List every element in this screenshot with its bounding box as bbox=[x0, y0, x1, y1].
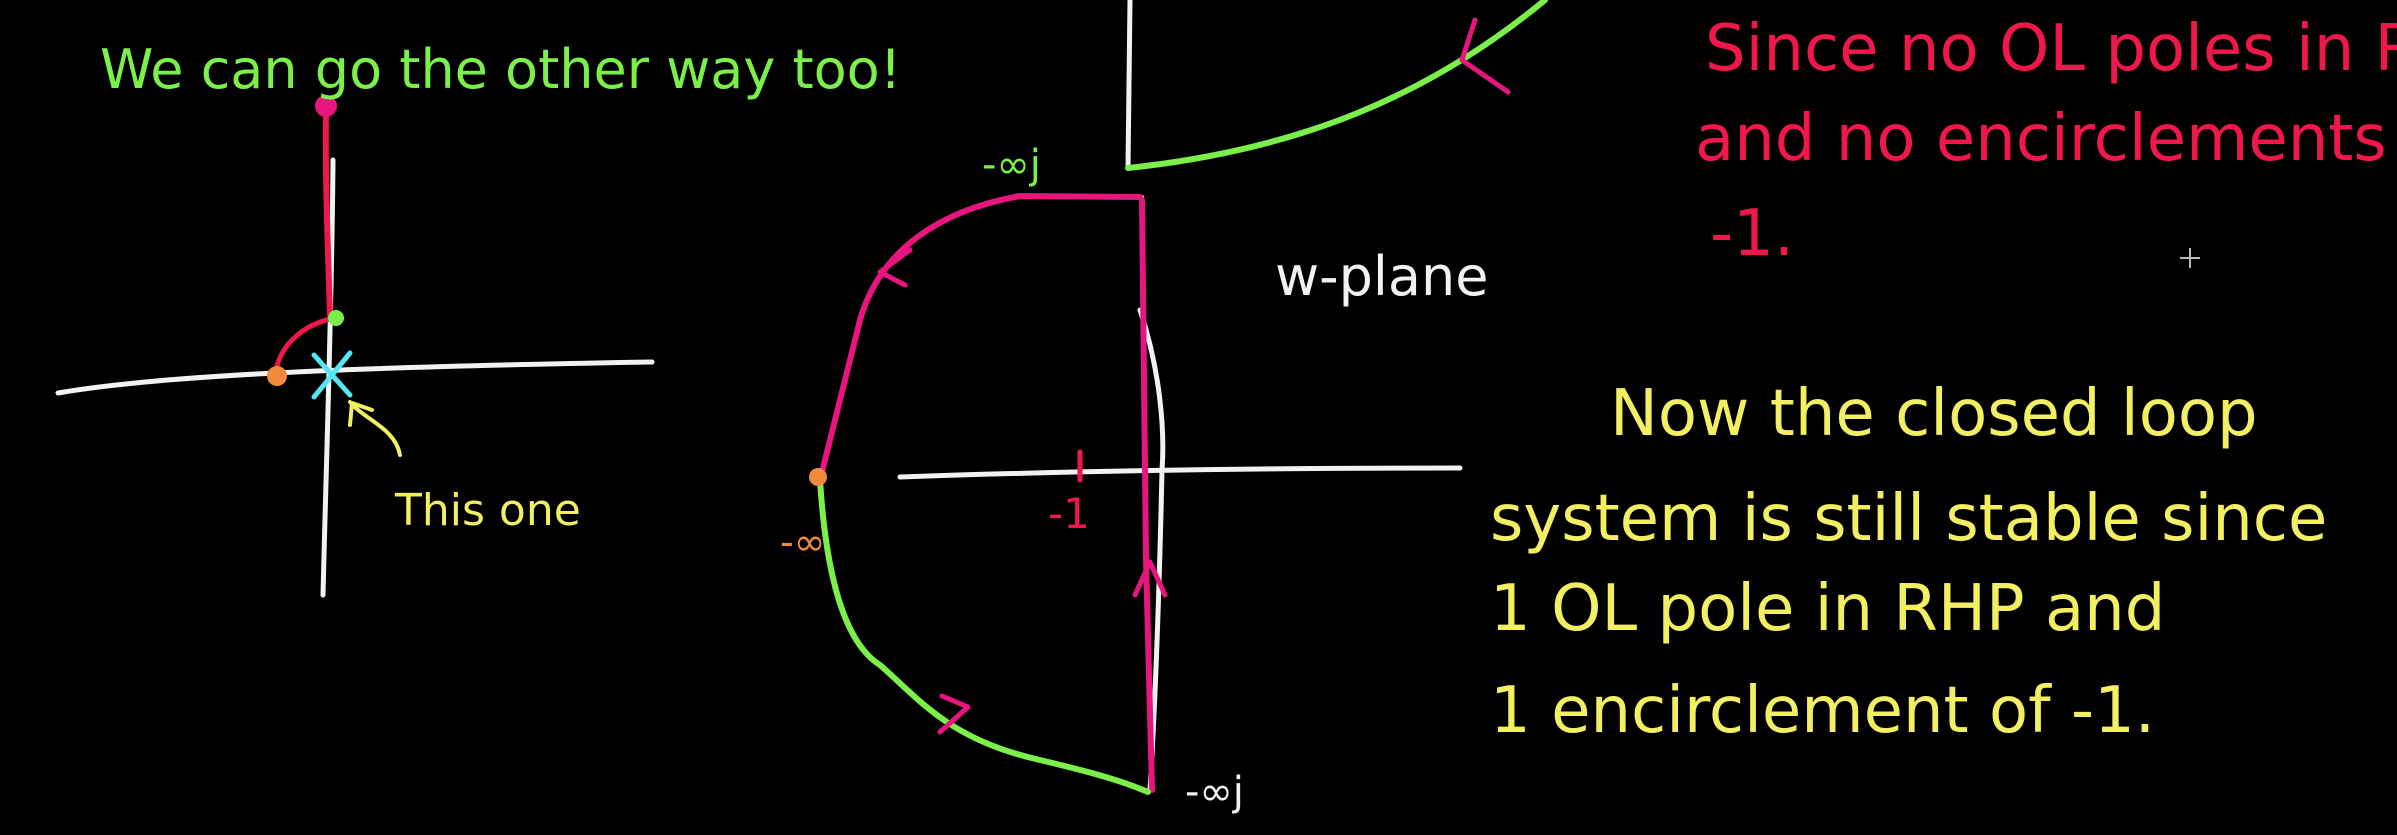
nyquist-magenta-arc bbox=[817, 192, 1143, 483]
pole-path-red bbox=[322, 105, 333, 318]
nyquist-plot bbox=[809, 192, 1463, 795]
s-plane-real-axis bbox=[55, 359, 655, 396]
green-heading: We can go the other way too! bbox=[100, 38, 901, 101]
upper-contour-green bbox=[1125, 0, 1548, 171]
neg-inf-label: -∞ bbox=[780, 520, 825, 564]
yellow-note-line-3: 1 OL pole in RHP and bbox=[1490, 572, 2165, 646]
upper-contour-vertical bbox=[1125, 0, 1133, 171]
magenta-dot bbox=[315, 95, 337, 117]
nyquist-green-arc bbox=[817, 477, 1151, 795]
yellow-note-line-4: 1 encirclement of -1. bbox=[1490, 674, 2155, 748]
yellow-note-line-2: system is still stable since bbox=[1490, 482, 2327, 556]
nyquist-arrow-up bbox=[1132, 559, 1168, 598]
w-plane-label: w-plane bbox=[1275, 245, 1488, 308]
neg-inf-j-top-label: -∞j bbox=[982, 142, 1041, 188]
yellow-note-line-1: Now the closed loop bbox=[1610, 377, 2258, 451]
this-one-label: This one bbox=[394, 485, 581, 536]
neg-inf-j-bottom-label: -∞j bbox=[1185, 769, 1244, 815]
nyquist-magenta-lower bbox=[1139, 197, 1155, 793]
cyan-x-marker bbox=[311, 350, 353, 400]
red-note-line-1: Since no OL poles in RHP bbox=[1705, 12, 2397, 86]
nyquist-arrow-lower bbox=[937, 693, 971, 735]
red-note-line-3: -1. bbox=[1710, 197, 1794, 271]
w-plane-imag-axis bbox=[1137, 307, 1166, 793]
neg-one-label: -1 bbox=[1048, 489, 1090, 538]
w-plane-real-axis bbox=[897, 465, 1463, 480]
orange-point bbox=[809, 468, 827, 486]
cursor-crosshair-icon bbox=[2180, 248, 2200, 268]
upper-contour bbox=[1125, 0, 1548, 171]
green-dot bbox=[328, 310, 344, 326]
s-plane-sketch bbox=[55, 95, 655, 598]
red-note-line-2: and no encirclements of bbox=[1695, 102, 2397, 176]
pole-arc-red bbox=[272, 315, 339, 378]
nyquist-arrow-upper bbox=[877, 247, 913, 288]
s-plane-imag-axis bbox=[320, 157, 336, 598]
this-one-arrow bbox=[348, 400, 402, 457]
upper-contour-arrow bbox=[1459, 17, 1511, 95]
orange-dot bbox=[267, 366, 287, 386]
